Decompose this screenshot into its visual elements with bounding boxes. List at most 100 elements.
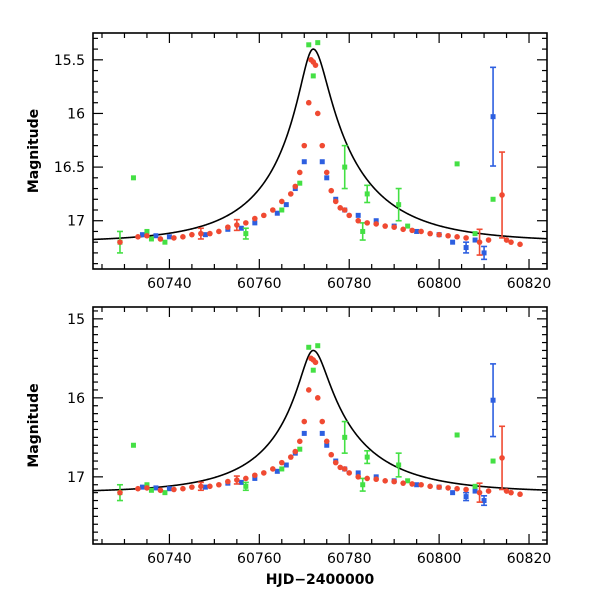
data-point <box>305 387 312 393</box>
y-tick-label: 17 <box>67 214 85 230</box>
data-point <box>463 235 469 241</box>
data-point <box>481 498 487 504</box>
data-point <box>391 224 397 230</box>
data-point <box>238 479 244 485</box>
data-point <box>355 474 362 480</box>
data-point <box>153 233 159 239</box>
data-point <box>301 159 307 165</box>
data-point <box>189 484 195 490</box>
data-point <box>360 482 366 488</box>
x-tick-label: 60740 <box>147 276 192 292</box>
data-point <box>216 481 222 488</box>
y-tick-label: 16.5 <box>54 160 85 176</box>
data-point <box>148 236 154 242</box>
data-point <box>117 489 123 496</box>
data-point <box>207 230 213 237</box>
data-point <box>396 462 402 468</box>
data-point <box>405 223 411 229</box>
data-point <box>499 455 505 461</box>
data-point <box>517 491 523 498</box>
data-point <box>364 454 370 460</box>
data-point <box>364 475 370 482</box>
data-point <box>414 228 420 234</box>
y-tick-label: 15 <box>67 312 85 328</box>
data-point <box>301 430 307 436</box>
data-point <box>463 486 469 493</box>
data-point <box>319 418 326 425</box>
data-point <box>481 250 487 256</box>
data-point <box>472 488 478 494</box>
data-point <box>305 99 312 106</box>
data-point <box>243 475 249 482</box>
data-point <box>261 212 267 219</box>
x-tick-label: 60820 <box>507 551 552 567</box>
data-point <box>283 462 289 468</box>
data-point <box>157 487 164 494</box>
data-point <box>364 220 370 226</box>
plot-frame <box>92 32 548 270</box>
data-point <box>472 231 478 237</box>
data-point <box>234 477 240 483</box>
data-point <box>355 212 361 218</box>
y-axis-title: Magnitude <box>26 109 42 193</box>
data-point <box>454 234 460 240</box>
data-point <box>463 245 469 251</box>
data-point <box>328 187 335 194</box>
data-point <box>252 220 258 226</box>
data-point <box>328 451 335 458</box>
data-point <box>292 183 299 190</box>
data-point <box>414 482 420 488</box>
x-tick-label: 60780 <box>327 276 372 292</box>
data-point <box>517 241 523 248</box>
data-point <box>198 230 204 237</box>
data-point <box>463 494 469 500</box>
data-point <box>454 432 460 438</box>
data-point <box>450 239 456 245</box>
data-point <box>279 466 285 472</box>
data-point <box>297 180 303 186</box>
data-point <box>373 218 379 224</box>
data-point <box>315 343 321 349</box>
data-point <box>117 239 123 245</box>
data-point <box>252 215 258 222</box>
data-point <box>503 488 510 494</box>
data-point <box>301 418 308 425</box>
plot-area <box>93 343 547 507</box>
data-point <box>454 485 460 492</box>
data-point <box>306 42 312 48</box>
series-2 <box>117 57 523 256</box>
data-point <box>472 483 478 489</box>
data-point <box>342 164 348 170</box>
data-point <box>314 395 321 401</box>
x-tick-label: 60760 <box>237 551 282 567</box>
x-tick-label: 60740 <box>147 551 192 567</box>
data-point <box>319 430 325 436</box>
data-point <box>278 198 285 205</box>
data-point <box>312 62 319 68</box>
data-point <box>144 485 150 491</box>
y-tick-label: 15.5 <box>54 53 85 69</box>
data-point <box>391 478 397 485</box>
data-point <box>261 470 267 476</box>
data-point <box>418 481 424 488</box>
data-point <box>162 239 168 245</box>
data-point <box>346 212 353 219</box>
data-point <box>243 231 249 237</box>
data-point <box>234 222 240 228</box>
data-point <box>314 110 321 117</box>
y-tick-label: 16 <box>67 391 85 407</box>
data-point <box>490 397 496 403</box>
data-point <box>252 475 258 481</box>
y-tick-label: 17 <box>67 470 85 486</box>
data-point <box>503 237 510 243</box>
data-point <box>157 236 164 242</box>
data-point <box>324 442 330 448</box>
data-point <box>148 487 154 493</box>
data-point <box>166 486 172 492</box>
lower-panel: 60740 60760 60780 60800 60820 15 16 17 Magnitude… <box>26 306 552 588</box>
data-point <box>341 466 348 472</box>
data-point <box>373 221 379 227</box>
data-point <box>296 438 303 445</box>
data-point <box>355 470 361 476</box>
